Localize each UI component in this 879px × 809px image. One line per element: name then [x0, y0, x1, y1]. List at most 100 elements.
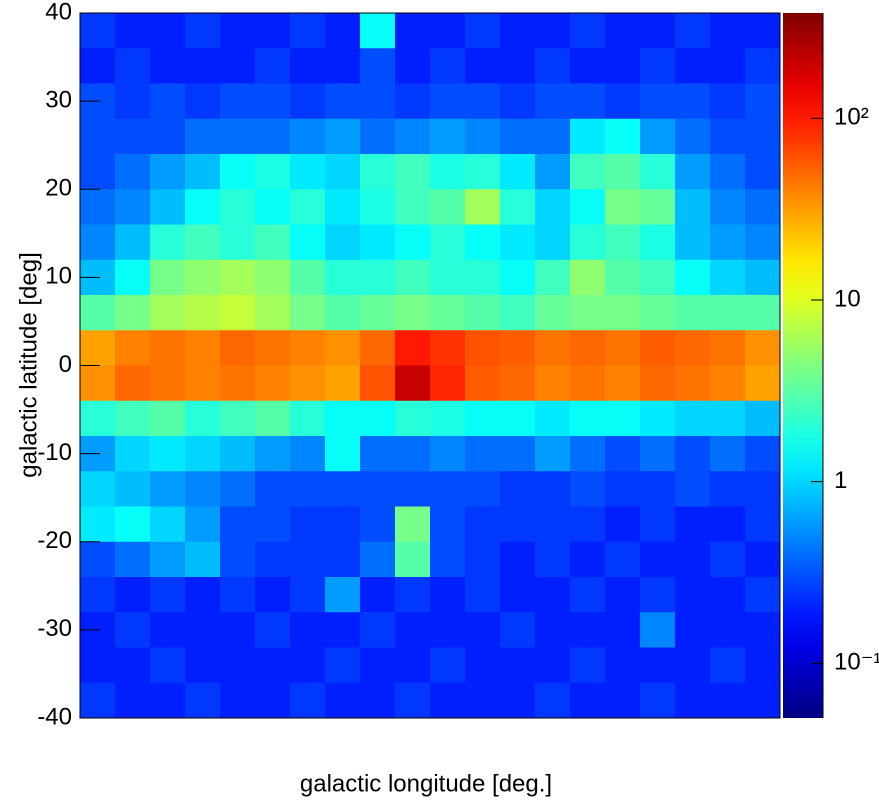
heat-cell — [605, 365, 641, 402]
heat-cell — [570, 400, 606, 437]
heat-cell — [465, 189, 501, 225]
heat-cell — [605, 612, 641, 648]
heat-cell — [185, 118, 221, 155]
heat-cell — [150, 400, 186, 437]
heat-cell — [710, 612, 746, 648]
heat-cell — [255, 400, 291, 437]
heat-cell — [395, 612, 431, 648]
heat-cell — [115, 13, 151, 49]
heat-cell — [325, 154, 361, 190]
heat-cell — [395, 647, 431, 684]
heat-cell — [745, 259, 781, 296]
heat-cell — [150, 436, 186, 472]
heat-cell — [500, 647, 536, 684]
heat-cell — [220, 48, 256, 84]
heat-cell — [430, 189, 466, 225]
heat-cell — [255, 647, 291, 684]
heat-cell — [220, 189, 256, 225]
heat-cell — [710, 471, 746, 507]
heat-cell — [80, 48, 116, 84]
heat-cell — [395, 83, 431, 120]
heat-cell — [605, 48, 641, 84]
heat-cell — [185, 400, 221, 437]
heat-cell — [290, 83, 326, 120]
heat-cell — [640, 577, 676, 613]
heat-cell — [745, 189, 781, 225]
heat-cell — [500, 224, 536, 261]
heat-cell — [185, 647, 221, 684]
heat-cell — [325, 189, 361, 225]
heat-cell — [325, 506, 361, 543]
heat-cell — [290, 118, 326, 155]
heat-cell — [465, 118, 501, 155]
heat-cell — [570, 48, 606, 84]
heat-cell — [535, 541, 571, 578]
heat-cell — [745, 13, 781, 49]
heat-cell — [220, 577, 256, 613]
heat-cell — [185, 48, 221, 84]
heat-cell — [535, 682, 571, 719]
heat-cell — [570, 541, 606, 578]
heat-cell — [500, 577, 536, 613]
heat-cell — [570, 83, 606, 120]
heat-cell — [395, 471, 431, 507]
heat-cell — [360, 48, 396, 84]
heat-cell — [570, 682, 606, 719]
heat-cell — [710, 224, 746, 261]
heat-cell — [360, 577, 396, 613]
heat-cell — [185, 471, 221, 507]
heat-cell — [360, 506, 396, 543]
heat-cell — [325, 224, 361, 261]
z-tick-label: 10⁻¹ — [834, 649, 879, 676]
heat-cell — [500, 189, 536, 225]
heat-cell — [500, 682, 536, 719]
heat-cell — [185, 259, 221, 296]
y-tick-label: 20 — [45, 175, 72, 202]
heat-cell — [500, 436, 536, 472]
heat-cell — [605, 295, 641, 331]
heat-cell — [115, 83, 151, 120]
heat-cell — [465, 577, 501, 613]
heat-cell — [640, 154, 676, 190]
heat-cell — [395, 295, 431, 331]
heat-cell — [640, 295, 676, 331]
y-axis-title: galactic latitude [deg] — [15, 252, 42, 477]
heat-cell — [360, 365, 396, 402]
heat-cell — [500, 612, 536, 648]
heat-cell — [465, 295, 501, 331]
heat-cell — [255, 189, 291, 225]
heat-cell — [570, 295, 606, 331]
heat-cell — [220, 154, 256, 190]
heat-cell — [80, 224, 116, 261]
heat-cell — [185, 541, 221, 578]
heat-cell — [535, 189, 571, 225]
heat-cell — [430, 118, 466, 155]
heat-cell — [430, 224, 466, 261]
heat-cell — [150, 13, 186, 49]
heat-cell — [255, 295, 291, 331]
heat-cell — [605, 83, 641, 120]
heat-cell — [605, 224, 641, 261]
heat-cell — [640, 400, 676, 437]
y-tick-label: 10 — [45, 263, 72, 290]
heat-cell — [185, 436, 221, 472]
heat-cell — [500, 400, 536, 437]
heat-cell — [675, 612, 711, 648]
heat-cell — [605, 436, 641, 472]
heat-cell — [500, 154, 536, 190]
y-tick-label: -40 — [37, 703, 72, 730]
heat-cell — [115, 224, 151, 261]
heat-cell — [710, 189, 746, 225]
heat-cell — [115, 647, 151, 684]
heat-cell — [290, 647, 326, 684]
heat-cell — [640, 647, 676, 684]
heat-cell — [325, 48, 361, 84]
y-tick-label: -20 — [37, 527, 72, 554]
heat-cell — [360, 224, 396, 261]
heat-cell — [430, 13, 466, 49]
heat-cell — [605, 506, 641, 543]
heat-cell — [500, 259, 536, 296]
heat-cell — [465, 471, 501, 507]
heat-cell — [150, 647, 186, 684]
heat-cell — [570, 436, 606, 472]
